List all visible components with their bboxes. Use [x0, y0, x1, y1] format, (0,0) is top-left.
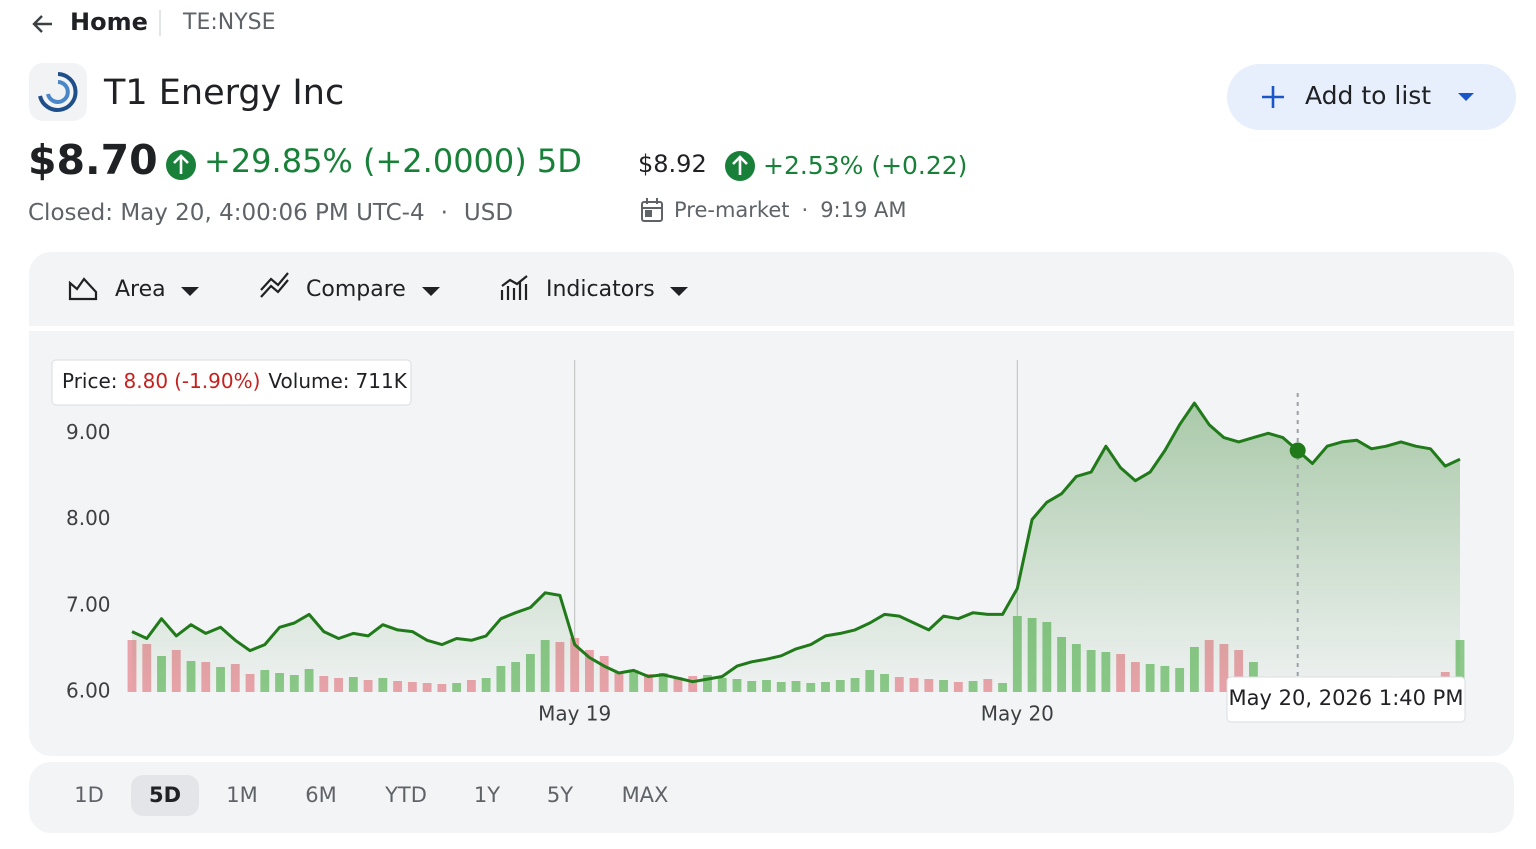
x-tick-label: May 20	[981, 702, 1054, 726]
y-tick-label: 9.00	[66, 420, 111, 444]
premarket-change: +2.53% (+0.22)	[763, 151, 967, 180]
toolbar-separator	[29, 326, 1514, 331]
x-tick-label: May 19	[538, 702, 611, 726]
indicators-icon	[500, 275, 528, 300]
range-button[interactable]: 6M	[305, 783, 336, 807]
back-arrow	[32, 15, 52, 33]
tooltip-volume: 711K	[356, 369, 408, 393]
price-line	[131, 401, 1461, 684]
y-tick-label: 8.00	[66, 506, 111, 530]
dot: ·	[802, 198, 809, 222]
logo	[38, 72, 78, 112]
range-button[interactable]: YTD	[384, 783, 427, 807]
range-button[interactable]: 1Y	[474, 783, 500, 807]
calendar-icon	[641, 198, 663, 222]
tooltip: Price: 8.80 (-1.90%) Volume: 711K	[62, 369, 408, 393]
button-label: Add to list	[1305, 81, 1431, 110]
up-arrow	[173, 154, 189, 174]
company-name: T1 Energy Inc	[103, 73, 344, 113]
date-tooltip: May 20, 2026 1:40 PM	[1229, 686, 1464, 710]
button-bg	[1227, 64, 1516, 130]
closed-time: Closed: May 20, 4:00:06 PM UTC-4	[28, 200, 425, 226]
up-arrow	[732, 155, 748, 175]
caret	[1458, 93, 1474, 101]
logo-bg	[29, 63, 87, 121]
range-button[interactable]: 5Y	[547, 783, 573, 807]
highlight-point	[1289, 442, 1306, 459]
premarket: Pre-market · 9:19 AM	[674, 198, 907, 222]
back-link[interactable]: Home	[32, 8, 148, 36]
toolbar: Area Compare Indicators	[68, 272, 688, 302]
toolbar-button[interactable]: Area	[115, 277, 166, 302]
y-tick-label: 7.00	[66, 592, 111, 616]
premarket-price: $8.92	[638, 150, 707, 178]
toolbar-button[interactable]: Compare	[306, 277, 406, 302]
compare-icon	[260, 272, 289, 298]
dot: ·	[441, 200, 448, 226]
caret	[422, 287, 440, 296]
ticker: TE:NYSE	[182, 10, 276, 35]
range-selector: 1D 5D 1M 6M YTD 1Y 5Y MAX	[74, 775, 668, 816]
area-icon	[68, 277, 98, 301]
tooltip-volume-label: Volume:	[268, 369, 349, 393]
tooltip-price-label: Price:	[62, 369, 118, 393]
range-selected	[131, 775, 199, 816]
price: $8.70	[28, 136, 158, 184]
toolbar-button[interactable]: Indicators	[546, 277, 655, 302]
change: +29.85% (+2.0000) 5D	[204, 142, 582, 180]
home-link[interactable]: Home	[70, 8, 148, 36]
plot: 6.00 7.00 8.00 9.00 May 19 May 20 Price: 8.80 (-…	[51, 359, 1466, 726]
plus-icon	[1262, 86, 1284, 108]
date-tooltip-box	[1226, 676, 1466, 723]
tooltip-change: (-1.90%)	[174, 369, 260, 393]
caret	[670, 287, 688, 296]
add-to-list[interactable]: Add to list	[1227, 64, 1516, 130]
y-tick-label: 6.00	[66, 679, 111, 703]
range-button[interactable]: 5D	[149, 783, 181, 807]
premarket-time: 9:19 AM	[820, 198, 906, 222]
range-bar	[29, 762, 1514, 833]
closed: Closed: May 20, 4:00:06 PM UTC-4 · USD	[28, 200, 513, 226]
currency: USD	[464, 200, 513, 226]
range-button[interactable]: 1M	[226, 783, 257, 807]
range-button[interactable]: MAX	[622, 783, 669, 807]
tooltip-box	[51, 359, 412, 406]
range-button[interactable]: 1D	[74, 783, 104, 807]
tooltip-price: 8.80	[124, 369, 169, 393]
caret	[181, 287, 199, 296]
premarket-label: Pre-market	[674, 198, 790, 222]
